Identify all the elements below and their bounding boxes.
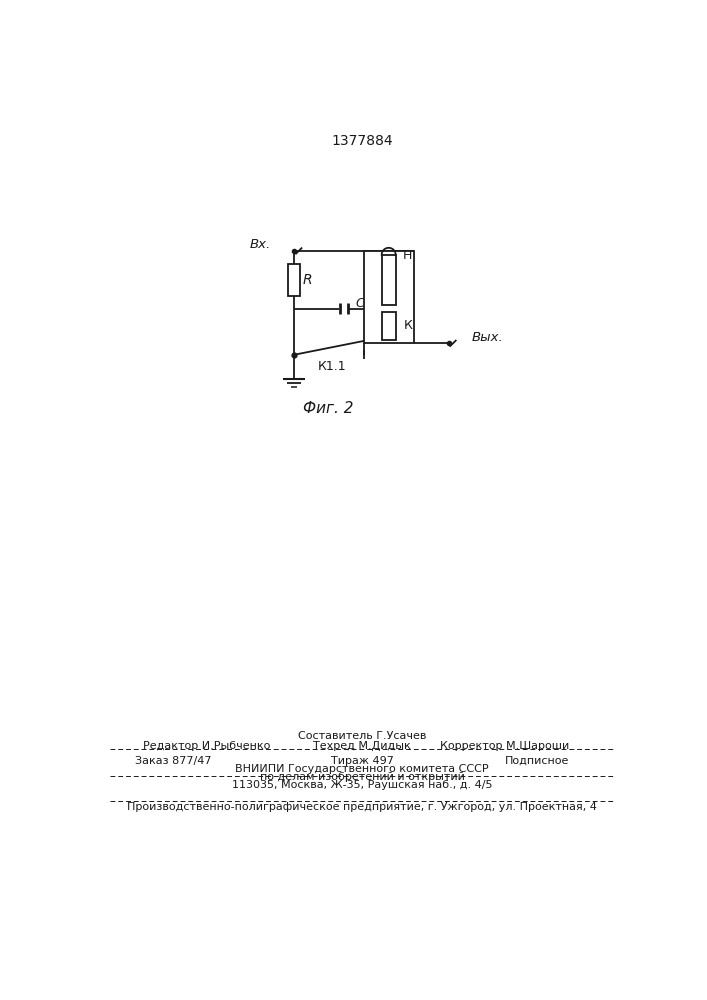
Text: Составитель Г.Усачев: Составитель Г.Усачев — [298, 731, 426, 741]
Text: Техред М.Дидык: Техред М.Дидык — [313, 741, 411, 751]
Bar — [382, 255, 396, 305]
Text: К: К — [404, 319, 413, 332]
Bar — [363, 251, 414, 343]
Text: 113035, Москва, Ж-35, Раушская наб., д. 4/5: 113035, Москва, Ж-35, Раушская наб., д. … — [232, 780, 492, 790]
Text: Фиг. 2: Фиг. 2 — [303, 401, 354, 416]
Bar — [288, 264, 300, 296]
Text: Редактор И.Рыбченко: Редактор И.Рыбченко — [143, 741, 270, 751]
Text: по делам изобретений и открытий: по делам изобретений и открытий — [259, 772, 464, 782]
Text: C: C — [355, 297, 363, 310]
Text: К1.1: К1.1 — [318, 360, 347, 373]
Text: Вых.: Вых. — [472, 331, 504, 344]
Text: Подписное: Подписное — [505, 756, 569, 766]
Text: R: R — [303, 273, 312, 287]
Text: Корректор М.Шароши: Корректор М.Шароши — [440, 741, 569, 751]
Text: Производственно-полиграфическое предприятие, г. Ужгород, ул. Проектная, 4: Производственно-полиграфическое предприя… — [127, 802, 597, 812]
Text: Тираж 497: Тираж 497 — [330, 756, 393, 766]
Text: Заказ 877/47: Заказ 877/47 — [135, 756, 211, 766]
Bar — [382, 312, 396, 340]
Text: 1377884: 1377884 — [332, 134, 394, 148]
Text: Н: Н — [403, 249, 412, 262]
Text: Вх.: Вх. — [250, 238, 271, 251]
Text: ВНИИПИ Государственного комитета СССР: ВНИИПИ Государственного комитета СССР — [235, 764, 489, 774]
